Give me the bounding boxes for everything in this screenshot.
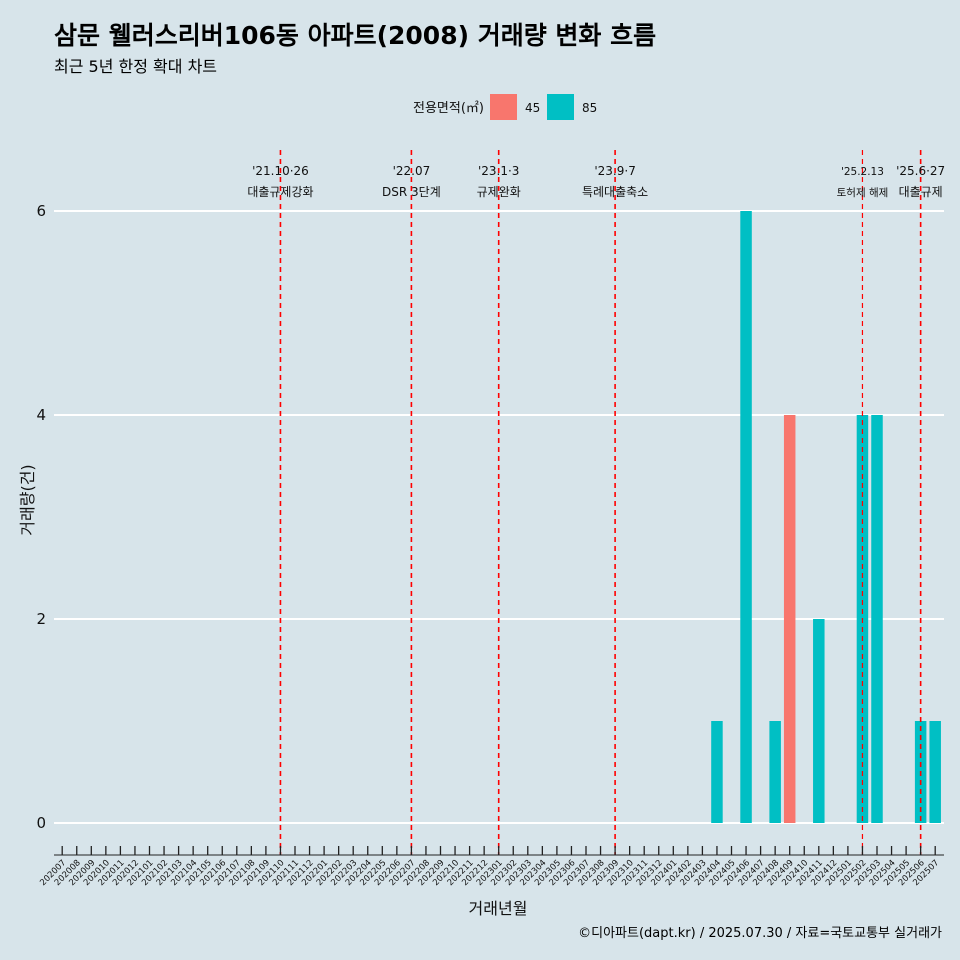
event-label: 규제완화 <box>477 185 521 199</box>
legend-title: 전용면적(㎡) <box>413 101 484 116</box>
legend-label: 85 <box>582 101 597 115</box>
axes: 0246202007202008202009202010202011202012… <box>18 202 944 918</box>
bar <box>711 721 723 823</box>
event-date: '21.10·26 <box>252 164 309 178</box>
bar <box>813 619 825 823</box>
chart-subtitle: 최근 5년 한정 확대 차트 <box>54 57 218 76</box>
y-tick-label: 0 <box>36 814 46 832</box>
y-axis-title: 거래량(건) <box>18 464 37 535</box>
event-date: '22.07 <box>393 164 431 178</box>
event-date: '23.1·3 <box>478 164 519 178</box>
bar <box>740 211 752 823</box>
legend-swatch <box>490 94 517 120</box>
event-label: DSR 3단계 <box>382 185 441 199</box>
bar <box>783 415 796 823</box>
event-date: '23.9·7 <box>594 164 635 178</box>
event-label: 대출규제강화 <box>247 185 313 199</box>
bars <box>711 211 941 823</box>
event-date: '25.6·27 <box>896 164 945 178</box>
legend: 전용면적(㎡) 45 85 <box>413 94 597 120</box>
event-markers: '21.10·26 대출규제강화 '22.07 DSR 3단계 '23.1·3 규제완화 '… <box>247 150 945 855</box>
y-tick-label: 6 <box>36 202 46 220</box>
y-tick-label: 4 <box>36 406 46 424</box>
x-axis-title: 거래년월 <box>469 899 528 918</box>
source-caption: ©디아파트(dapt.kr) / 2025.07.30 / 자료=국토교통부 실… <box>578 926 942 941</box>
legend-swatch <box>547 94 574 120</box>
event-label: 대출규제 <box>899 185 943 199</box>
y-tick-label: 2 <box>36 610 46 628</box>
event-label: 특례대출축소 <box>582 185 648 199</box>
bar <box>929 721 941 823</box>
grid-lines <box>54 210 944 824</box>
chart-title: 삼문 웰러스리버106동 아파트(2008) 거래량 변화 흐름 <box>54 21 657 50</box>
bar <box>871 415 883 823</box>
bar <box>769 721 781 823</box>
event-label: 토허제 해제 <box>837 186 889 199</box>
event-date: '25.2.13 <box>841 166 884 178</box>
legend-label: 45 <box>525 101 540 115</box>
